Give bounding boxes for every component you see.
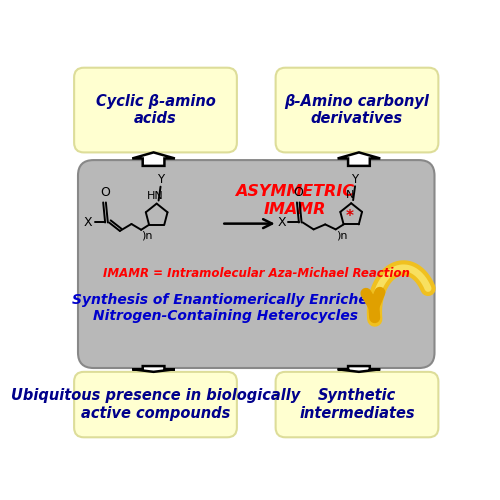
Text: X: X (84, 216, 92, 229)
Text: O: O (100, 186, 110, 200)
Text: Cyclic β-amino
acids: Cyclic β-amino acids (96, 94, 216, 126)
Text: Y: Y (352, 173, 358, 186)
Polygon shape (338, 152, 380, 166)
FancyBboxPatch shape (74, 68, 237, 152)
Text: Ubiquitous presence in biologically
active compounds: Ubiquitous presence in biologically acti… (11, 388, 300, 421)
FancyBboxPatch shape (78, 160, 434, 368)
Polygon shape (338, 366, 380, 372)
Text: IMAMR = Intramolecular Aza-Michael Reaction: IMAMR = Intramolecular Aza-Michael React… (103, 267, 410, 280)
Text: N: N (346, 190, 354, 200)
Text: )n: )n (142, 231, 153, 241)
Text: O: O (294, 186, 304, 200)
Polygon shape (132, 152, 175, 166)
Text: β-Amino carbonyl
derivatives: β-Amino carbonyl derivatives (284, 94, 430, 126)
Text: )n: )n (336, 231, 348, 241)
Text: Synthetic
intermediates: Synthetic intermediates (299, 388, 415, 421)
Text: X: X (277, 216, 286, 229)
FancyBboxPatch shape (276, 68, 438, 152)
Text: *: * (346, 209, 354, 224)
Text: HN: HN (147, 190, 164, 200)
Polygon shape (132, 366, 175, 372)
Text: Y: Y (157, 174, 164, 186)
FancyBboxPatch shape (276, 372, 438, 438)
Text: ASYMMETRIC
IMAMR: ASYMMETRIC IMAMR (236, 184, 354, 216)
Text: Synthesis of Enantiomerically Enriched
Nitrogen-Containing Heterocycles: Synthesis of Enantiomerically Enriched N… (72, 293, 378, 324)
FancyBboxPatch shape (74, 372, 237, 438)
